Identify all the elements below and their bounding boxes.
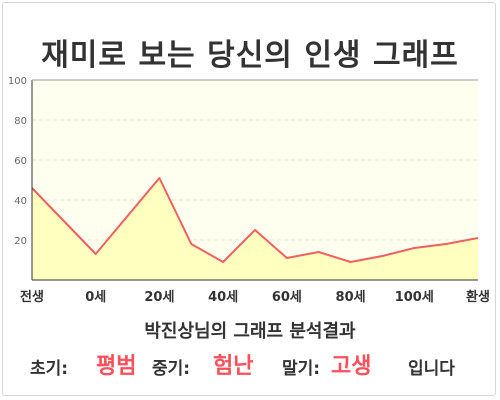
late-value: 고생: [331, 354, 372, 379]
early-label: 초기:: [30, 359, 69, 379]
x-tick-label: 60세: [272, 290, 302, 305]
y-tick-label: 80: [14, 116, 27, 127]
life-line: [31, 177, 479, 263]
x-tick-labels: 전생 0세 20세 40세 60세 80세 100세 환생: [20, 289, 490, 305]
chart-frame: [2, 2, 496, 396]
chart-title: 재미로 보는 당신의 인생 그래프: [41, 38, 459, 73]
life-area: [32, 178, 478, 280]
y-tick-label: 40: [14, 196, 27, 207]
x-tick-label: 전생: [20, 289, 44, 305]
early-value: 평범: [96, 354, 137, 379]
x-tick-label: 0세: [85, 290, 106, 305]
ending-text: 입니다: [408, 359, 455, 379]
x-tick-label: 20세: [144, 290, 174, 305]
y-tick-label: 100: [8, 76, 27, 87]
analysis-summary: 초기: 평범 중기: 험난 말기: 고생 입니다: [0, 345, 500, 379]
middle-value: 험난: [213, 354, 254, 379]
late-label: 말기:: [282, 359, 321, 379]
y-tick-labels: 20 40 60 80 100: [8, 76, 27, 247]
analysis-subtitle: 박진상님의 그래프 분석결과: [144, 321, 356, 342]
axes: [31, 79, 478, 281]
x-tick-label: 40세: [208, 290, 238, 305]
y-tick-label: 20: [14, 236, 27, 247]
middle-label: 중기:: [152, 359, 191, 379]
x-tick-label: 환생: [466, 289, 490, 305]
y-tick-label: 60: [14, 156, 27, 167]
x-tick-label: 100세: [395, 290, 434, 305]
x-tick-label: 80세: [336, 290, 366, 305]
